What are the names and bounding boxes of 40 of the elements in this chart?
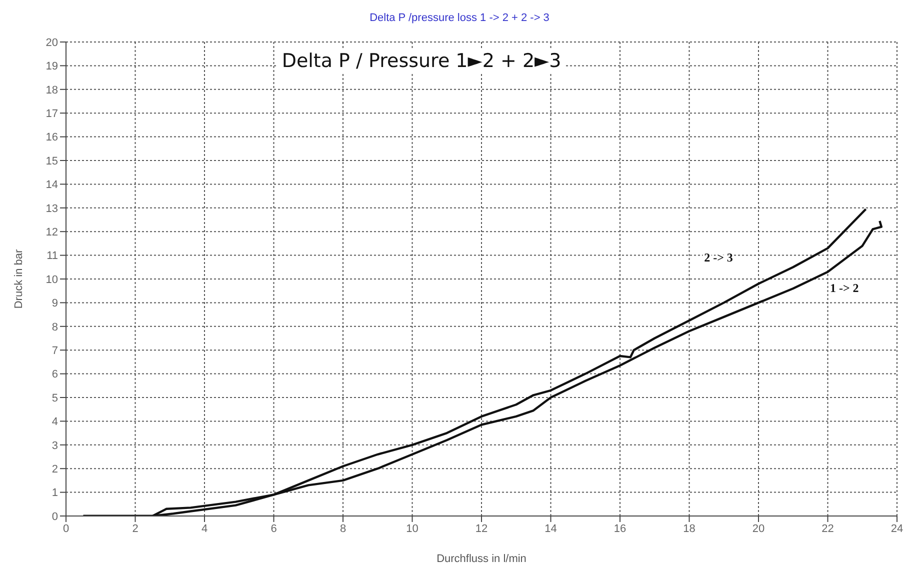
x-tick-label: 8 <box>340 522 346 535</box>
y-axis-title: Druck in bar <box>12 249 25 309</box>
y-tick-label: 1 <box>52 487 58 500</box>
y-tick-label: 7 <box>52 345 58 358</box>
y-tick-label: 0 <box>52 510 58 523</box>
x-tick-label: 20 <box>752 522 765 535</box>
y-tick-label: 6 <box>52 368 58 381</box>
y-tick-label: 8 <box>52 321 58 334</box>
x-tick-label: 6 <box>270 522 277 535</box>
x-tick-label: 22 <box>822 522 834 535</box>
y-tick-label: 16 <box>46 132 58 144</box>
x-tick-label: 2 <box>132 522 138 535</box>
x-axis-title: Durchfluss in l/min <box>436 553 526 565</box>
text: 2 -> 3 <box>704 250 733 265</box>
y-tick-label: 10 <box>46 274 58 286</box>
y-tick-label: 20 <box>46 36 58 49</box>
y-tick-label: 12 <box>46 226 58 239</box>
chart-title: Delta P /pressure loss 1 -> 2 + 2 -> 3 <box>368 11 550 26</box>
y-tick-label: 2 <box>52 464 58 476</box>
y-tick-label: 9 <box>52 298 58 310</box>
x-tick-label: 14 <box>544 522 557 535</box>
y-tick-label: 13 <box>46 202 58 215</box>
x-tick-label: 0 <box>62 522 70 535</box>
y-tick-label: 4 <box>52 416 58 428</box>
y-tick-label: 5 <box>52 392 58 404</box>
y-tick-label: 11 <box>46 250 58 262</box>
x-tick-label: 4 <box>201 522 208 535</box>
annotation: Delta P / Pressure 1►2 + 2►3 <box>278 50 566 72</box>
x-tick-label: 18 <box>683 522 696 535</box>
x-tick-label: 16 <box>614 522 626 535</box>
y-tick-label: 3 <box>52 440 58 452</box>
x-tick-label: 24 <box>890 522 904 535</box>
y-tick-label: 19 <box>46 60 58 73</box>
y-tick-label: 18 <box>46 84 58 96</box>
y-tick-label: 15 <box>46 155 58 168</box>
x-tick-label: 10 <box>406 522 418 535</box>
series-label: 1 -> 2 <box>830 280 859 295</box>
y-tick-label: 17 <box>46 108 58 120</box>
x-tick-label: 12 <box>475 522 488 535</box>
y-tick-label: 14 <box>46 179 58 192</box>
